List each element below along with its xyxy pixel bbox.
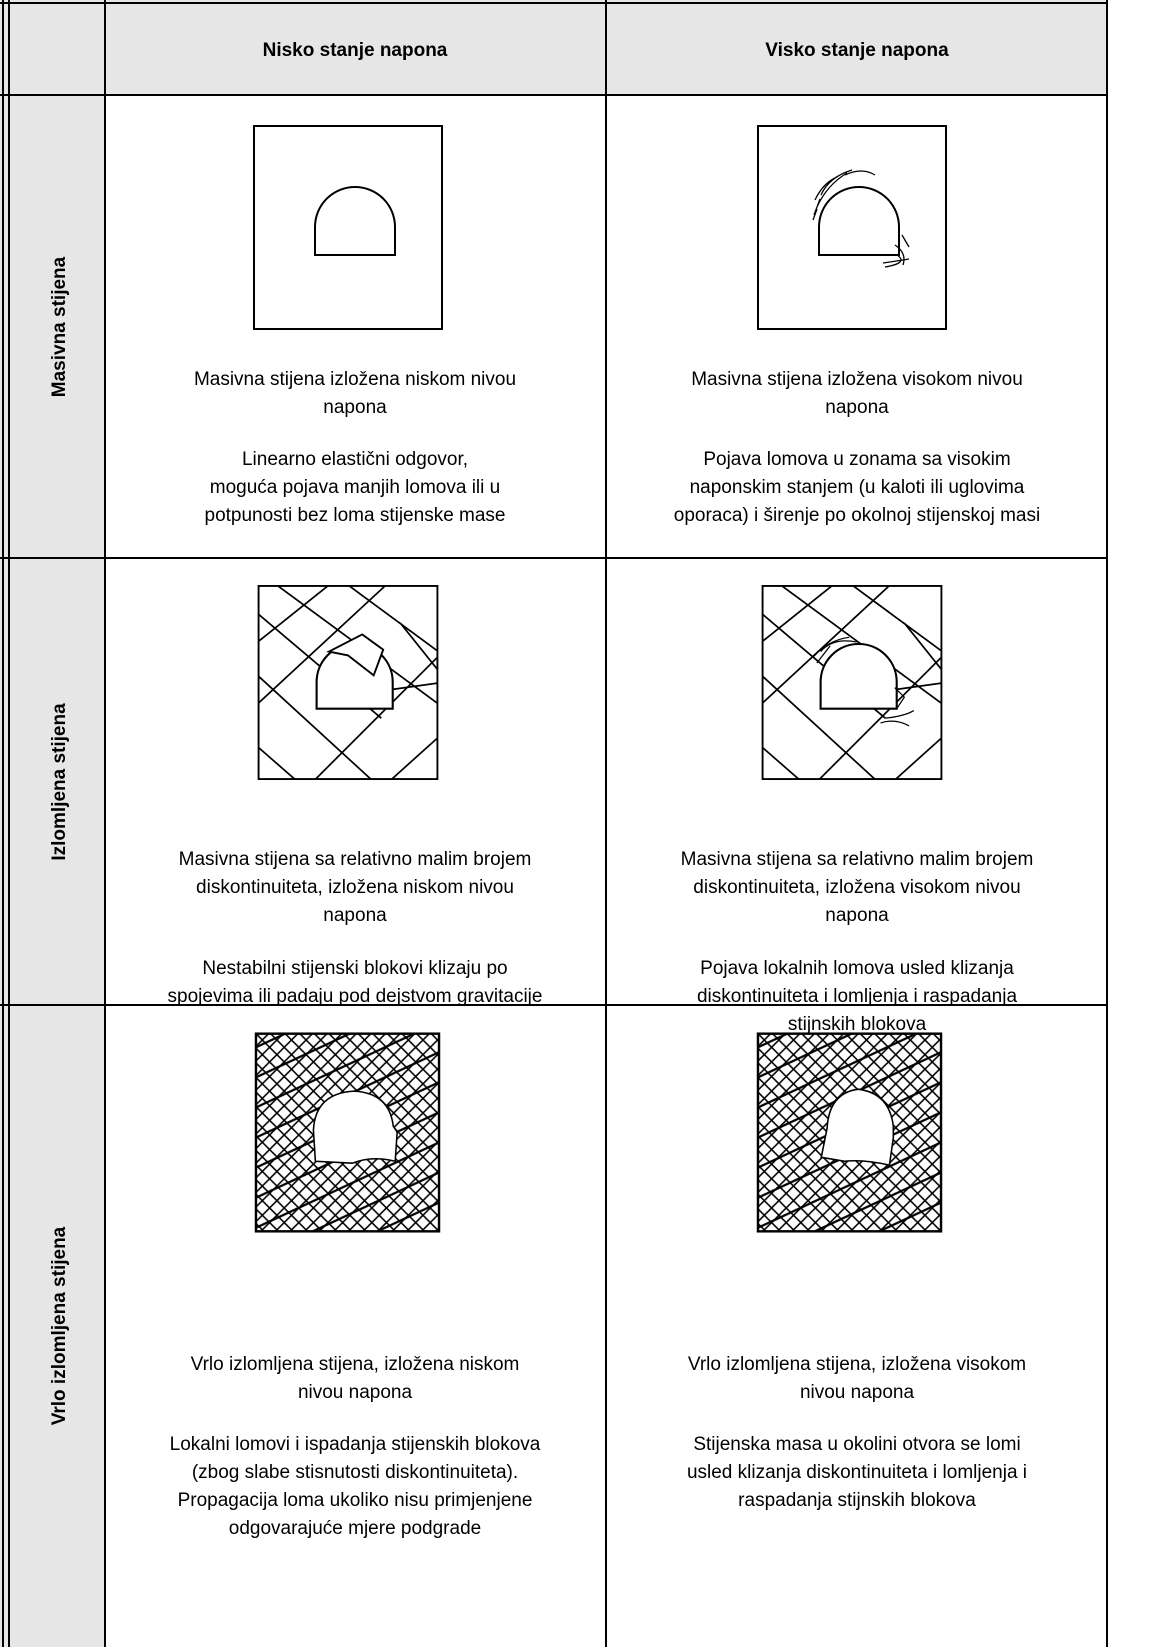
- caption-line: diskontinuiteta, izložena visokom nivou: [693, 877, 1021, 898]
- diagram: [253, 125, 443, 330]
- border: [104, 0, 106, 1647]
- description-line: Propagacija loma ukoliko nisu primjenjen…: [177, 1490, 533, 1511]
- description-line: usled klizanja diskontinuiteta i lomljen…: [686, 1462, 1028, 1483]
- description-line: raspadanja stijnskih blokova: [738, 1490, 976, 1511]
- caption-line: Masivna stijena izložena niskom nivou: [193, 369, 517, 390]
- description-line: stijnskih blokova: [787, 1014, 927, 1035]
- diagram: [757, 125, 947, 330]
- caption-line: napona: [825, 905, 889, 926]
- description-line: Nestabilni stijenski blokovi klizaju po: [202, 958, 508, 979]
- caption-line: diskontinuiteta, izložena niskom nivou: [196, 877, 514, 898]
- border: [0, 94, 1108, 96]
- border: [0, 557, 1108, 559]
- caption-line: Masivna stijena sa relativno malim broje…: [178, 849, 532, 870]
- description-line: Pojava lokalnih lomova usled klizanja: [700, 958, 1014, 979]
- description-line: naponskim stanjem (u kaloti ili uglovima: [689, 477, 1025, 498]
- caption-line: nivou napona: [297, 1382, 413, 1403]
- diagram: [257, 585, 439, 780]
- caption-line: Vrlo izlomljena stijena, izložena niskom: [190, 1354, 520, 1375]
- header-bg: [0, 0, 1107, 95]
- description-line: oporaca) i širenje po okolnoj stijenskoj…: [673, 505, 1041, 526]
- border: [605, 0, 607, 1647]
- border: [0, 2, 1108, 4]
- description-line: (zbog slabe stisnutosti diskontinuiteta)…: [191, 1462, 519, 1483]
- description-line: odgovarajuće mjere podgrade: [228, 1518, 482, 1539]
- column-header: Nisko stanje napona: [262, 40, 448, 61]
- caption-line: napona: [323, 905, 387, 926]
- caption-line: Masivna stijena sa relativno malim broje…: [680, 849, 1034, 870]
- row-label: Vrlo izlomljena stijena: [49, 1226, 70, 1426]
- description-line: Pojava lomova u zonama sa visokim: [703, 449, 1011, 470]
- diagram: [761, 585, 943, 780]
- caption-line: Vrlo izlomljena stijena, izložena visoko…: [687, 1354, 1027, 1375]
- description-line: moguća pojava manjih lomova ili u: [209, 477, 501, 498]
- diagram: [254, 1032, 441, 1233]
- caption-line: napona: [323, 397, 387, 418]
- column-header: Visko stanje napona: [765, 40, 949, 61]
- label-column-bg: [0, 95, 105, 1647]
- row-label: Masivna stijena: [49, 256, 70, 397]
- border: [0, 1004, 1108, 1006]
- caption-line: nivou napona: [799, 1382, 915, 1403]
- diagram: [756, 1032, 943, 1233]
- caption-line: napona: [825, 397, 889, 418]
- border: [8, 0, 10, 1647]
- description-line: potpunosti bez loma stijenske mase: [204, 505, 506, 526]
- border: [2, 0, 4, 1647]
- row-label: Izlomljena stijena: [49, 702, 70, 861]
- description-line: Lokalni lomovi i ispadanja stijenskih bl…: [169, 1434, 541, 1455]
- description-line: Linearno elastični odgovor,: [241, 449, 469, 470]
- description-line: spojevima ili padaju pod dejstvom gravit…: [167, 986, 543, 1007]
- border: [1106, 0, 1108, 1647]
- description-line: diskontinuiteta i lomljenja i raspadanja: [696, 986, 1018, 1007]
- description-line: Stijenska masa u okolini otvora se lomi: [693, 1434, 1021, 1455]
- caption-line: Masivna stijena izložena visokom nivou: [691, 369, 1023, 390]
